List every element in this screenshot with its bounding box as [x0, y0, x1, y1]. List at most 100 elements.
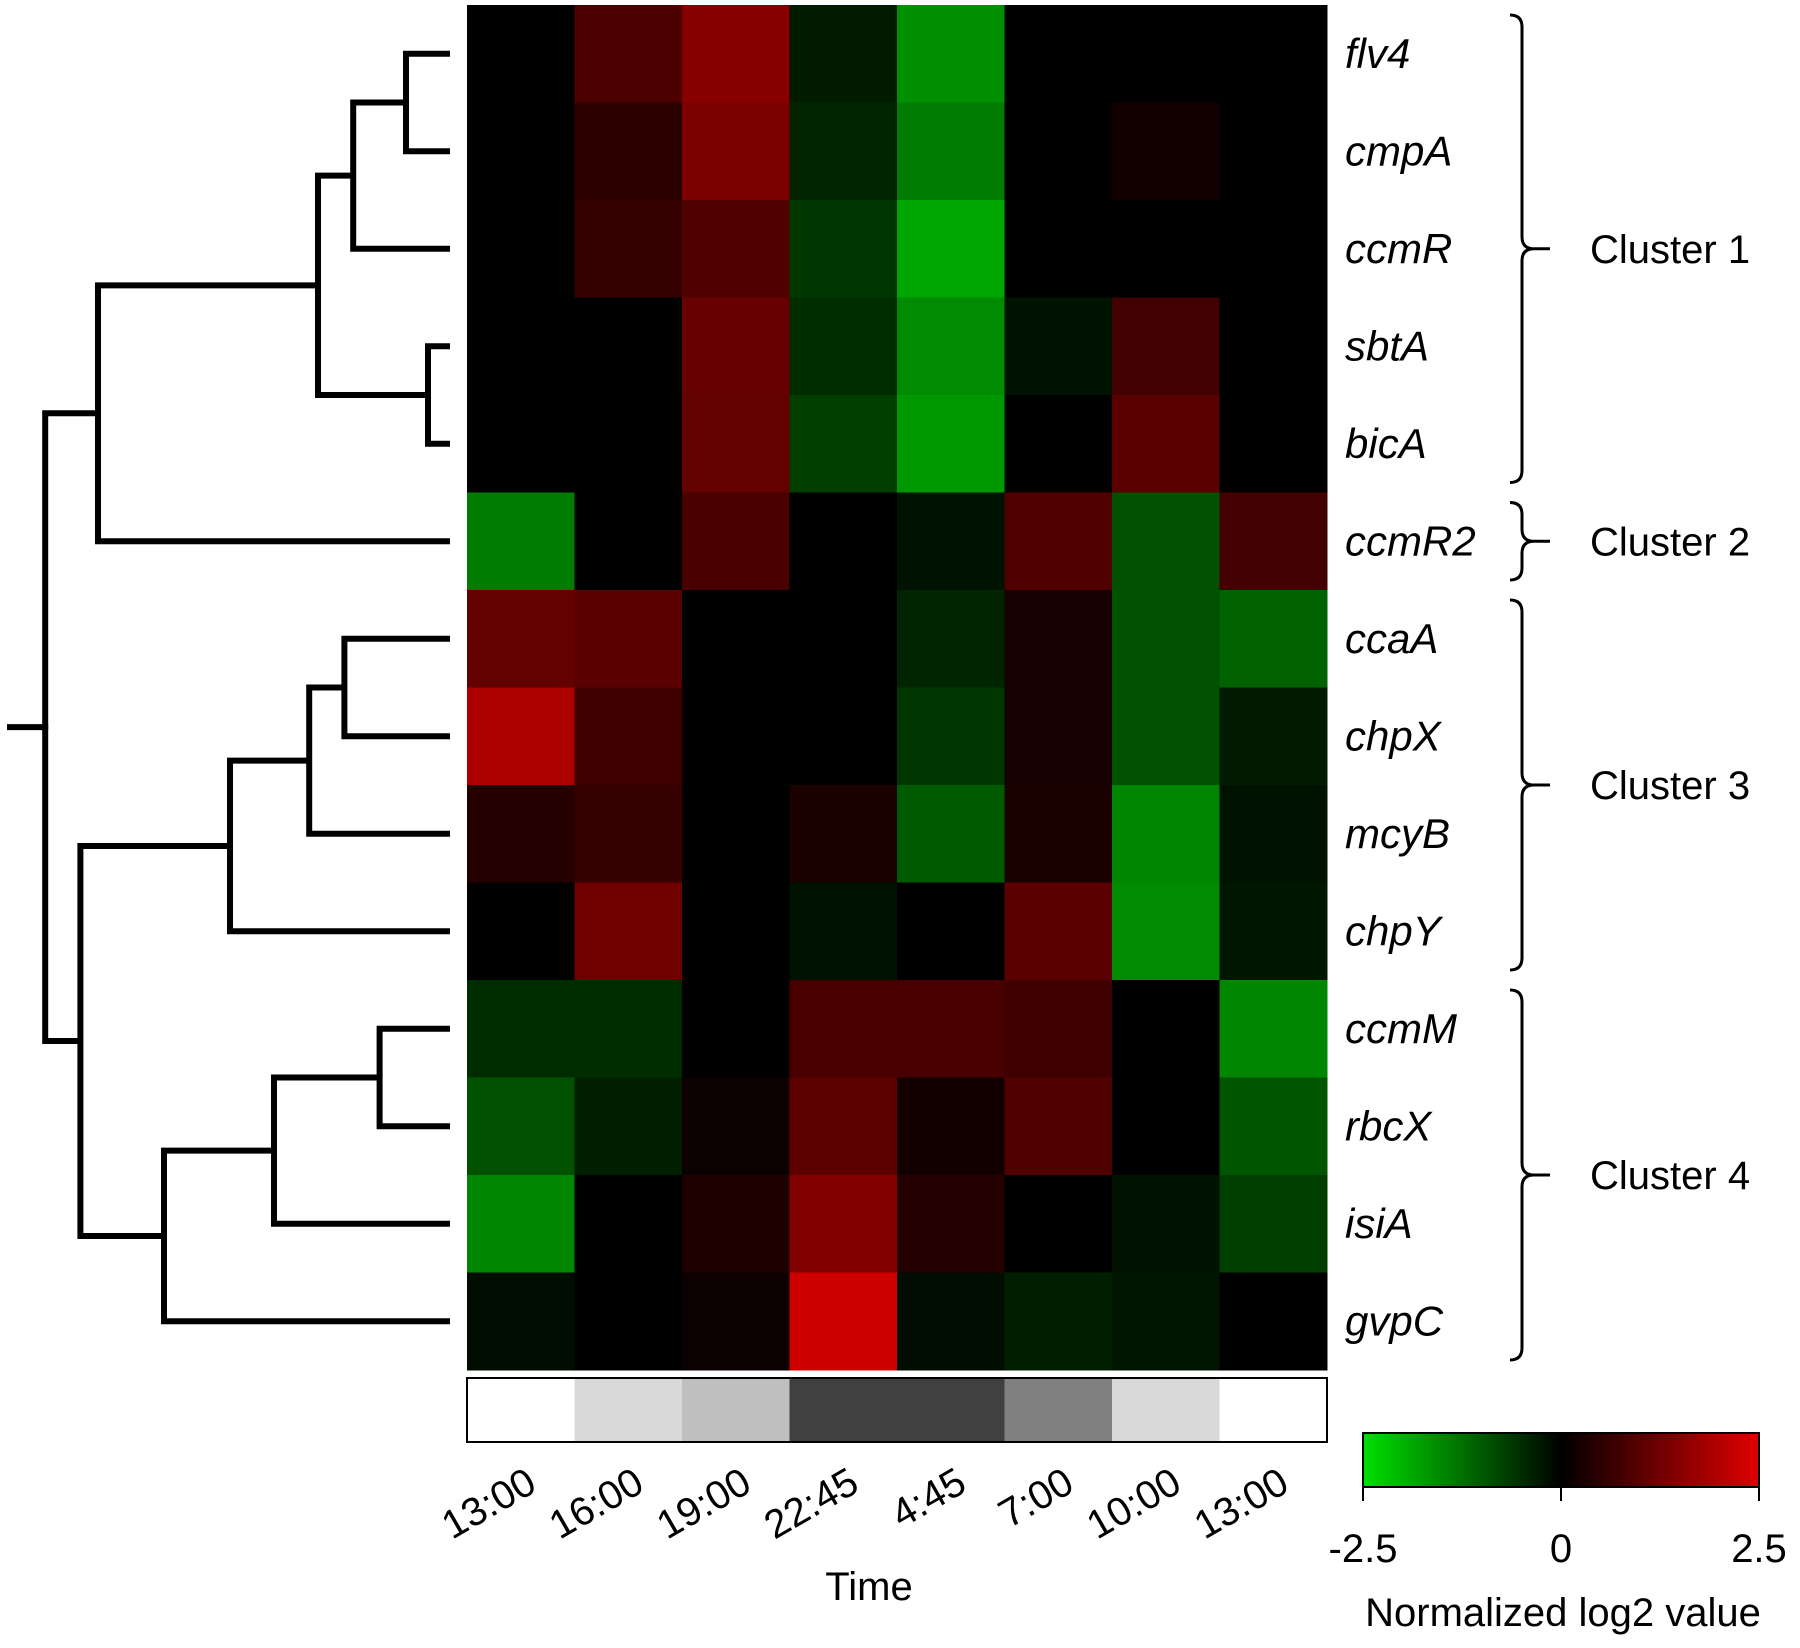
heatmap-cell	[789, 1077, 898, 1176]
heatmap-cell	[897, 297, 1005, 396]
colorbar: -2.5 0 2.5	[1329, 1432, 1787, 1571]
heatmap-cell	[467, 882, 575, 981]
heatmap-cell	[467, 102, 575, 201]
x-tick-label: 22:45	[757, 1460, 866, 1548]
cluster-label: Cluster 1	[1590, 228, 1750, 272]
colorbar-tick-label: 2.5	[1731, 1527, 1787, 1571]
heatmap-cell	[682, 395, 790, 493]
cluster-label: Cluster 3	[1590, 764, 1750, 808]
gene-label: flv4	[1345, 30, 1410, 77]
heatmap-cell	[1004, 1077, 1113, 1176]
cluster-bracket	[1509, 13, 1535, 484]
heatmap-cell	[1219, 785, 1328, 883]
heatmap-cell	[682, 590, 790, 688]
heatmap-cell	[1219, 1077, 1328, 1176]
heatmap-cell	[574, 200, 683, 298]
x-tick-label: 10:00	[1080, 1460, 1189, 1548]
gene-label: chpX	[1345, 712, 1443, 759]
heatmap-cell	[1004, 1175, 1113, 1273]
dendrogram-branch	[271, 1074, 450, 1227]
gene-label: chpY	[1345, 907, 1444, 954]
heatmap-cell	[789, 297, 898, 396]
heatmap-cell	[897, 590, 1005, 688]
heatmap-cell	[1219, 297, 1328, 396]
gene-label: ccaA	[1345, 615, 1438, 662]
heatmap-cell	[897, 5, 1005, 103]
heatmap-cell	[574, 882, 683, 981]
dendrogram-branch	[161, 1147, 450, 1325]
light-level-segment	[467, 1378, 575, 1442]
heatmap-cell	[789, 882, 898, 981]
heatmap-cell	[467, 980, 575, 1078]
heatmap-cell	[897, 1272, 1005, 1371]
x-tick-label: 16:00	[542, 1460, 651, 1548]
heatmap-cell	[682, 980, 790, 1078]
heatmap-cell	[897, 395, 1005, 493]
colorbar-tick-label: 0	[1550, 1527, 1572, 1571]
heatmap-cell	[1219, 395, 1328, 493]
heatmap-cell	[1004, 590, 1113, 688]
heatmap-cell	[897, 1077, 1005, 1176]
dendrogram-branch	[77, 842, 230, 1239]
heatmap-cell	[1004, 492, 1113, 591]
gene-label: mcyB	[1345, 810, 1450, 857]
heatmap-cell	[789, 980, 898, 1078]
heatmap-cell	[897, 200, 1005, 298]
dendrogram-branch	[42, 410, 98, 1044]
heatmap-cell	[574, 785, 683, 883]
cluster-bracket	[1509, 598, 1535, 972]
light-level-segment	[682, 1378, 790, 1442]
light-bar-border	[466, 1377, 1328, 1443]
light-level-segment	[1004, 1378, 1113, 1442]
heatmap-cell	[1004, 882, 1113, 981]
dendrogram	[7, 50, 450, 1325]
gene-label: ccmR2	[1345, 517, 1476, 564]
heatmap-cell	[1219, 590, 1328, 688]
heatmap-cell	[897, 687, 1005, 786]
heatmap-cells	[467, 5, 1328, 1371]
heatmap-cell	[789, 590, 898, 688]
gene-label: rbcX	[1345, 1102, 1433, 1149]
heatmap-cell	[574, 5, 683, 103]
heatmap-cell	[1004, 5, 1113, 103]
heatmap-cell	[467, 395, 575, 493]
heatmap-cell	[467, 492, 575, 591]
dendrogram-branch	[376, 1025, 450, 1130]
gene-labels: flv4 cmpA ccmR sbtA bicA ccmR2 ccaA chpX mcyB chp…	[1345, 30, 1476, 1345]
heatmap-cell	[467, 1272, 575, 1371]
heatmap-cell	[1004, 1272, 1113, 1371]
heatmap-cell	[1004, 102, 1113, 201]
heatmap-cell	[897, 492, 1005, 591]
heatmap-cell	[1004, 395, 1113, 493]
heatmap-cell	[574, 1175, 683, 1273]
heatmap-cell	[467, 200, 575, 298]
heatmap-cell	[1004, 297, 1113, 396]
x-axis-label: Time	[825, 1565, 912, 1609]
heatmap-cell	[789, 785, 898, 883]
colorbar-tick-label: -2.5	[1329, 1527, 1398, 1571]
heatmap-cell	[467, 1077, 575, 1176]
heatmap-cell	[1004, 785, 1113, 883]
heatmap-cell	[789, 395, 898, 493]
heatmap-cell	[789, 1272, 898, 1371]
heatmap-cell	[897, 1175, 1005, 1273]
heatmap-cell	[897, 102, 1005, 201]
heatmap-cell	[1112, 882, 1220, 981]
heatmap-cell	[1219, 5, 1328, 103]
colorbar-title: Normalized log2 value	[1365, 1591, 1761, 1635]
heatmap-cell	[1219, 102, 1328, 201]
heatmap-cell	[1112, 590, 1220, 688]
heatmap-cell	[1112, 785, 1220, 883]
heatmap-cell	[682, 687, 790, 786]
heatmap-cell	[574, 102, 683, 201]
light-level-segment	[789, 1378, 898, 1442]
heatmap-cell	[1112, 687, 1220, 786]
heatmap-cell	[1219, 1272, 1328, 1371]
gene-label: ccmR	[1345, 225, 1452, 272]
heatmap-cell	[467, 687, 575, 786]
heatmap-cell	[1112, 395, 1220, 493]
heatmap-cell	[897, 980, 1005, 1078]
heatmap-cell	[682, 200, 790, 298]
